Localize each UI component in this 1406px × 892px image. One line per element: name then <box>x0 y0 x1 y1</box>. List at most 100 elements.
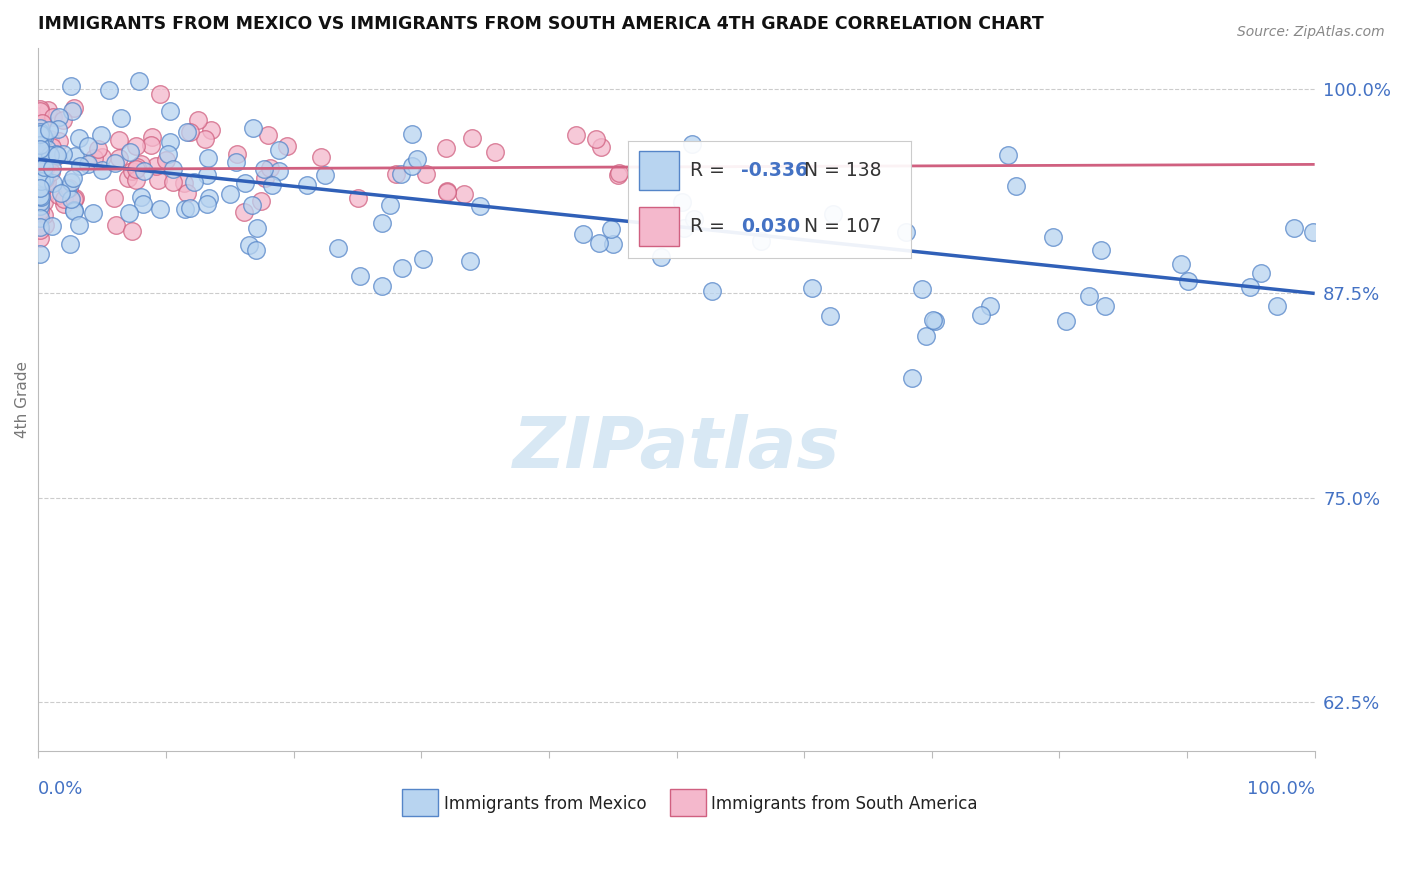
Point <box>326 241 349 255</box>
Point <box>683 211 706 226</box>
Point <box>39 165 62 179</box>
Point <box>200 122 222 136</box>
Point <box>69 130 91 145</box>
Point <box>681 136 703 151</box>
Point <box>378 198 401 212</box>
Point <box>28 137 51 152</box>
Point <box>162 161 184 176</box>
Point <box>59 193 82 207</box>
Point <box>600 221 623 235</box>
Point <box>245 243 267 257</box>
Point <box>125 161 148 176</box>
Point <box>607 166 630 180</box>
Point <box>28 153 51 168</box>
Point <box>371 216 394 230</box>
Point <box>28 181 51 195</box>
Point <box>997 148 1019 162</box>
Point <box>59 236 82 251</box>
Point <box>672 221 695 235</box>
Point <box>34 176 56 190</box>
Point <box>129 190 152 204</box>
Point <box>28 130 51 145</box>
Point <box>219 187 242 202</box>
Point <box>41 161 63 175</box>
Text: Immigrants from Mexico: Immigrants from Mexico <box>444 795 647 813</box>
Point <box>194 132 217 146</box>
Point <box>174 202 197 217</box>
Point <box>434 141 457 155</box>
Point <box>1094 299 1116 313</box>
Point <box>650 250 672 264</box>
Point <box>52 146 75 161</box>
Point <box>28 220 51 235</box>
Point <box>39 131 62 145</box>
Point <box>183 175 205 189</box>
Point <box>30 143 52 157</box>
Point <box>262 178 284 193</box>
Point <box>145 159 167 173</box>
Bar <box>671 789 706 816</box>
Point <box>225 155 247 169</box>
Point <box>107 152 129 166</box>
Point <box>1239 280 1261 294</box>
Point <box>1077 289 1099 303</box>
Point <box>44 150 66 164</box>
Point <box>63 203 86 218</box>
Point <box>436 184 458 198</box>
Point <box>309 150 332 164</box>
Point <box>52 113 75 128</box>
Point <box>28 120 51 135</box>
Point <box>62 171 84 186</box>
Point <box>28 109 51 123</box>
Point <box>103 191 125 205</box>
Point <box>1054 314 1077 328</box>
Point <box>41 219 63 234</box>
Point <box>1042 229 1064 244</box>
Point <box>564 128 586 142</box>
Point <box>141 138 163 153</box>
Bar <box>402 789 437 816</box>
Point <box>1265 299 1288 313</box>
Point <box>1302 225 1324 239</box>
Point <box>195 168 218 182</box>
Point <box>28 247 51 261</box>
Point <box>46 122 69 136</box>
Point <box>197 151 219 165</box>
Point <box>468 199 491 213</box>
Point <box>970 308 993 322</box>
Point <box>76 157 98 171</box>
Point <box>118 145 141 159</box>
Point <box>31 153 53 168</box>
Point <box>28 103 51 117</box>
Point <box>32 167 55 181</box>
Point <box>314 169 336 183</box>
Point <box>38 148 60 162</box>
Point <box>127 160 149 174</box>
Point <box>30 178 52 192</box>
Point <box>60 103 83 118</box>
Point <box>32 170 55 185</box>
Point <box>406 153 429 167</box>
Point <box>391 261 413 276</box>
Text: N = 138: N = 138 <box>804 161 882 180</box>
Point <box>159 104 181 119</box>
Point <box>349 269 371 284</box>
Point <box>30 182 52 196</box>
Point <box>179 202 201 216</box>
Point <box>48 110 70 124</box>
Point <box>240 198 263 212</box>
Point <box>31 154 53 169</box>
Point <box>28 194 51 209</box>
Point <box>458 254 481 268</box>
Point <box>28 128 51 142</box>
Point <box>801 281 824 295</box>
Point <box>818 310 841 324</box>
Text: Immigrants from South America: Immigrants from South America <box>711 795 977 813</box>
Point <box>159 135 181 149</box>
Point <box>195 197 218 211</box>
Point <box>63 148 86 162</box>
Point <box>242 121 264 136</box>
Point <box>53 192 76 206</box>
Point <box>129 157 152 171</box>
Point <box>607 168 630 182</box>
